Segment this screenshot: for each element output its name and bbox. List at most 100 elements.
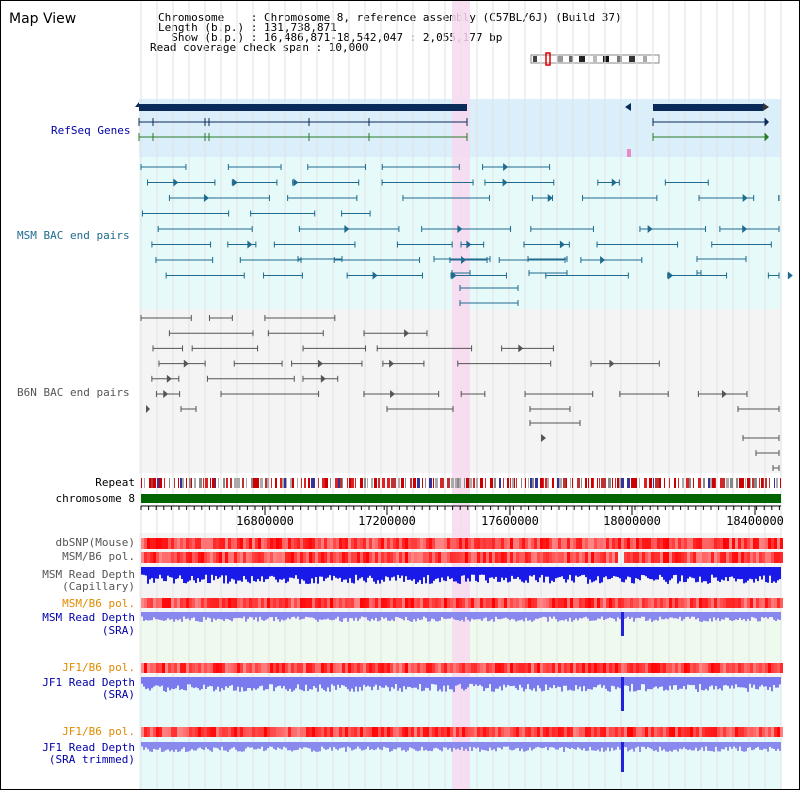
read-depth-bar xyxy=(321,612,323,620)
polymorphism-cell xyxy=(477,598,480,608)
repeat-element xyxy=(141,478,142,488)
read-depth-bar xyxy=(743,567,745,584)
polymorphism-cell xyxy=(579,538,582,549)
read-depth-bar xyxy=(223,612,225,622)
read-depth-bar xyxy=(691,742,693,751)
jf1-depth-sra-label-1[interactable]: JF1 Read Depth xyxy=(42,676,135,689)
polymorphism-cell xyxy=(324,538,327,549)
read-depth-bar xyxy=(745,742,747,752)
read-depth-bar xyxy=(507,612,509,619)
dbsnp-label[interactable]: dbSNP(Mouse) xyxy=(55,536,135,549)
read-depth-bar xyxy=(467,742,469,752)
read-depth-bar xyxy=(359,612,361,619)
read-depth-bar xyxy=(533,677,535,689)
polymorphism-cell xyxy=(594,538,597,549)
polymorphism-cell xyxy=(240,552,243,563)
polymorphism-cell xyxy=(402,538,405,549)
polymorphism-cell xyxy=(780,663,783,673)
read-depth-bar xyxy=(659,567,661,575)
read-depth-bar xyxy=(423,612,425,617)
read-depth-bar xyxy=(439,677,441,690)
read-depth-bar xyxy=(487,567,489,584)
polymorphism-cell xyxy=(567,727,570,737)
read-depth-bar xyxy=(637,742,639,747)
read-depth-bar xyxy=(165,612,167,621)
read-depth-bar xyxy=(199,567,201,582)
polymorphism-cell xyxy=(384,598,387,608)
polymorphism-cell xyxy=(516,598,519,608)
polymorphism-cell xyxy=(651,552,654,563)
repeat-element xyxy=(313,478,315,488)
read-depth-bar xyxy=(283,567,285,579)
polymorphism-cell xyxy=(690,727,693,737)
polymorphism-cell xyxy=(231,727,234,737)
msm-b6-pol-label[interactable]: MSM/B6 pol. xyxy=(62,550,135,563)
polymorphism-cell xyxy=(711,727,714,737)
polymorphism-cell xyxy=(624,552,627,563)
polymorphism-cell xyxy=(363,663,366,673)
jf1-depth-sra-label-2: (SRA) xyxy=(101,688,135,701)
polymorphism-cell xyxy=(450,552,453,563)
repeat-element xyxy=(451,478,454,488)
repeat-element xyxy=(203,478,204,488)
refseq-genes-label[interactable]: RefSeq Genes xyxy=(51,124,131,137)
read-depth-bar xyxy=(725,677,727,685)
polymorphism-cell xyxy=(420,552,423,563)
read-depth-bar xyxy=(469,742,471,747)
msm-depth-capillary-label-1[interactable]: MSM Read Depth xyxy=(42,568,135,581)
msm-b6-pol-sra-label[interactable]: MSM/B6 pol. xyxy=(62,597,135,610)
polymorphism-cell xyxy=(288,552,291,563)
read-depth-bar xyxy=(203,567,205,580)
msm-depth-sra-label-1[interactable]: MSM Read Depth xyxy=(42,611,135,624)
repeat-element xyxy=(724,478,725,488)
read-depth-bar xyxy=(327,742,329,750)
read-depth-bar xyxy=(693,612,695,617)
polymorphism-cell xyxy=(447,538,450,549)
polymorphism-cell xyxy=(690,663,693,673)
polymorphism-cell xyxy=(492,663,495,673)
polymorphism-cell xyxy=(762,538,765,549)
polymorphism-cell xyxy=(387,727,390,737)
polymorphism-cell xyxy=(306,538,309,549)
repeat-element xyxy=(599,478,600,488)
polymorphism-cell xyxy=(675,663,678,673)
read-depth-bar xyxy=(739,612,741,618)
polymorphism-cell xyxy=(213,663,216,673)
read-depth-bar xyxy=(487,742,489,752)
polymorphism-cell xyxy=(756,663,759,673)
read-depth-bar xyxy=(231,612,233,622)
polymorphism-cell xyxy=(591,598,594,608)
refseq-gene-block xyxy=(653,104,763,111)
b6n-bac-label[interactable]: B6N BAC end pairs xyxy=(17,386,130,399)
read-depth-bar xyxy=(659,677,661,687)
polymorphism-cell xyxy=(198,727,201,737)
polymorphism-cell xyxy=(228,663,231,673)
read-depth-bar xyxy=(365,612,367,618)
read-depth-bar xyxy=(451,612,453,618)
repeat-element xyxy=(322,478,325,488)
read-depth-bar xyxy=(401,612,403,619)
jf1-b6-pol-label[interactable]: JF1/B6 pol. xyxy=(62,661,135,674)
polymorphism-cell xyxy=(300,598,303,608)
chromosome-ideogram[interactable] xyxy=(529,52,663,66)
polymorphism-cell xyxy=(177,552,180,563)
polymorphism-cell xyxy=(375,598,378,608)
polymorphism-cell xyxy=(414,598,417,608)
polymorphism-cell xyxy=(723,538,726,549)
read-depth-bar xyxy=(255,742,257,750)
polymorphism-cell xyxy=(489,663,492,673)
jf1-b6-pol-2-label[interactable]: JF1/B6 pol. xyxy=(62,725,135,738)
polymorphism-cell xyxy=(450,538,453,549)
polymorphism-cell xyxy=(336,663,339,673)
repeat-element xyxy=(349,478,352,488)
read-depth-bar xyxy=(191,742,193,750)
read-depth-bar xyxy=(245,612,247,622)
jf1-depth-trimmed-label-1[interactable]: JF1 Read Depth xyxy=(42,741,135,754)
polymorphism-cell xyxy=(156,598,159,608)
polymorphism-cell xyxy=(375,538,378,549)
read-depth-bar xyxy=(567,612,569,622)
read-depth-bar xyxy=(155,612,157,620)
msm-bac-label[interactable]: MSM BAC end pairs xyxy=(17,229,130,242)
repeat-element xyxy=(669,478,670,488)
